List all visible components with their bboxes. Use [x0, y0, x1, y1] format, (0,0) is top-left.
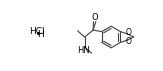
Text: HCl: HCl — [29, 27, 44, 36]
Text: O: O — [91, 13, 98, 22]
Text: O: O — [125, 37, 131, 46]
Text: O: O — [125, 28, 131, 37]
Text: H: H — [37, 30, 44, 39]
Text: HN: HN — [77, 46, 90, 55]
